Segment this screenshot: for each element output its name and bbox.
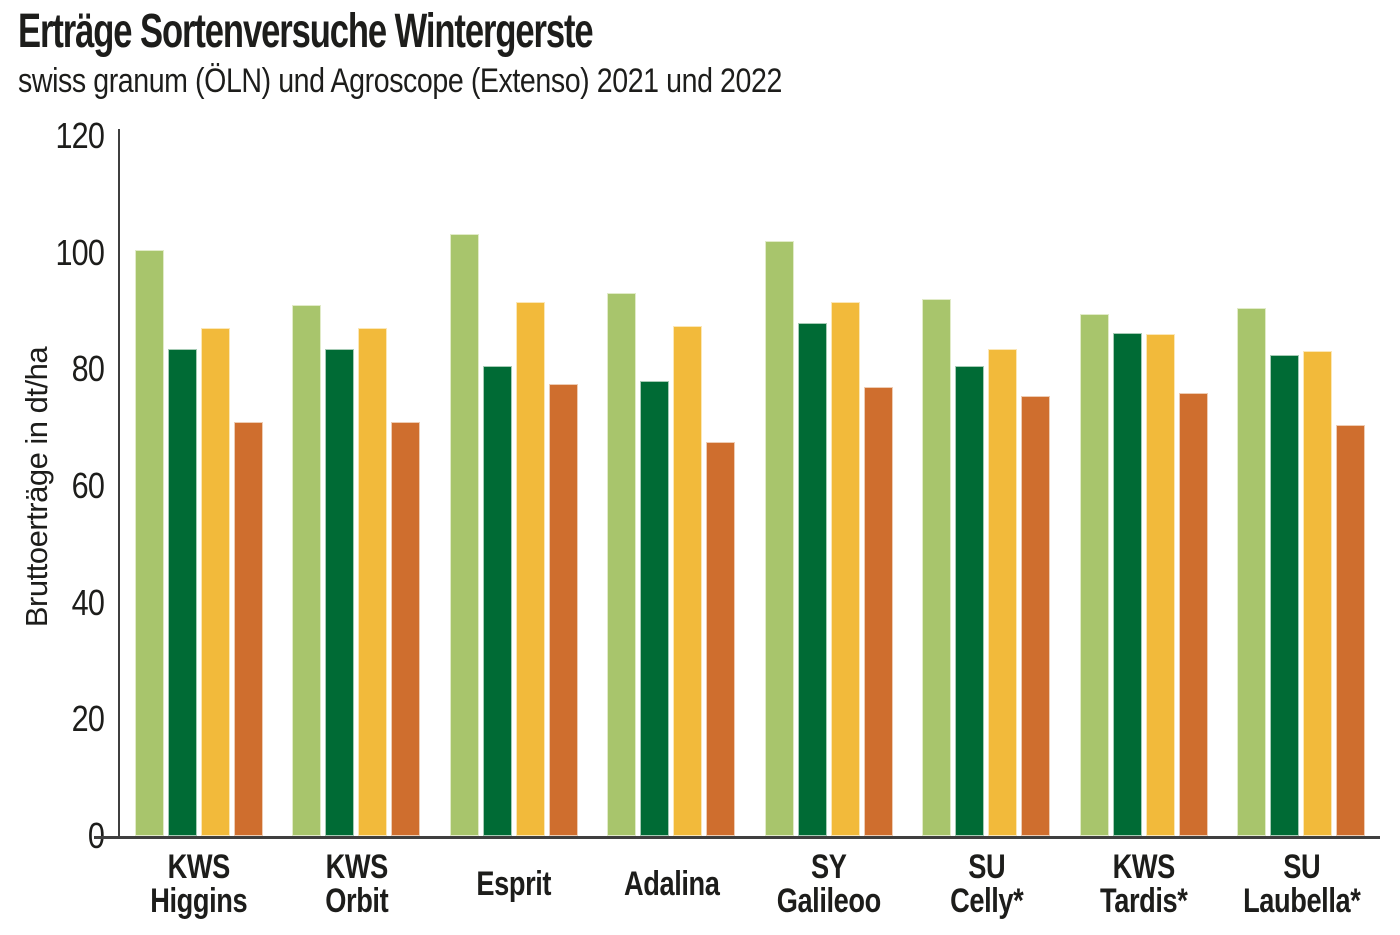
x-axis-label-line: Galileoo	[776, 882, 882, 920]
x-axis-label-line: SU	[1282, 848, 1320, 886]
bar-series-4-orange	[548, 384, 578, 836]
bar-group	[908, 136, 1066, 836]
y-tick-label: 20	[71, 698, 105, 740]
bar-series-3-yellow	[515, 302, 545, 836]
x-axis-label-line: Laubella*	[1242, 882, 1361, 920]
y-axis-tick-labels: 0 20 40 60 80 100 120	[0, 118, 105, 854]
bar-series-3-yellow	[830, 302, 860, 836]
bar-group	[278, 136, 436, 836]
bar-group	[1065, 136, 1223, 836]
bar-series-1-light-green	[922, 299, 952, 836]
bar-series-1-light-green	[292, 305, 322, 836]
x-axis-label: Adalina	[608, 844, 734, 924]
x-axis-label: Esprit	[451, 844, 577, 924]
y-tick-label: 100	[55, 231, 104, 273]
bar-series-3-yellow	[358, 328, 388, 836]
bar-series-2-dark-green	[640, 381, 670, 836]
bar-series-3-yellow	[1303, 351, 1333, 836]
y-tick-label: 120	[55, 115, 104, 156]
bar-series-1-light-green	[607, 293, 637, 836]
bar-group	[435, 136, 593, 836]
y-tick-label: 0	[16, 818, 105, 854]
x-axis-label-line: Adalina	[623, 865, 720, 903]
x-axis-label: KWS Orbit	[293, 844, 419, 924]
bar-group	[750, 136, 908, 836]
y-axis-line	[118, 129, 120, 836]
bar-series-3-yellow	[1145, 334, 1175, 836]
bar-series-1-light-green	[134, 250, 164, 836]
chart-title: Erträge Sortenversuche Wintergerste	[18, 5, 594, 58]
chart-subtitle: swiss granum (ÖLN) und Agroscope (Extens…	[18, 62, 782, 100]
y-tick-label: 80	[71, 348, 105, 390]
x-axis-label-line: KWS	[1112, 848, 1176, 886]
x-axis-label-line: Tardis*	[1100, 882, 1188, 920]
bar-series-3-yellow	[200, 328, 230, 836]
bar-series-3-yellow	[988, 349, 1018, 836]
bar-series-4-orange	[1021, 396, 1051, 836]
bar-series-4-orange	[706, 442, 736, 836]
x-axis-label: SU Celly*	[923, 844, 1049, 924]
bar-series-4-orange	[1336, 425, 1366, 836]
bar-series-1-light-green	[449, 234, 479, 836]
bar-series-3-yellow	[673, 326, 703, 836]
bar-series-2-dark-green	[1270, 355, 1300, 836]
bar-series-2-dark-green	[1112, 333, 1142, 836]
y-tick-label: 60	[71, 465, 105, 506]
bar-series-4-orange	[391, 422, 421, 836]
x-axis-label-line: KWS	[167, 848, 231, 886]
x-axis-label-line: Celly*	[949, 882, 1024, 920]
x-axis-label-line: Orbit	[324, 882, 388, 920]
bar-group	[593, 136, 751, 836]
x-axis-label: SY Galileoo	[766, 844, 892, 924]
bar-group	[1223, 136, 1381, 836]
x-axis-label-line: Higgins	[150, 882, 248, 920]
x-axis-line	[94, 836, 1380, 839]
bar-series-2-dark-green	[955, 366, 985, 836]
bar-series-1-light-green	[1079, 314, 1109, 836]
x-axis-label-line: SY	[811, 848, 847, 886]
x-axis-labels: KWS Higgins KWS Orbit Esprit Adalina SY Galileo…	[120, 844, 1380, 924]
bar-group	[120, 136, 278, 836]
plot-area	[94, 129, 1381, 839]
bar-series-1-light-green	[764, 241, 794, 836]
x-axis-label: KWS Tardis*	[1081, 844, 1207, 924]
bar-series-4-orange	[863, 387, 893, 836]
x-axis-label-line: SU	[967, 848, 1005, 886]
bar-series-2-dark-green	[325, 349, 355, 836]
bar-series-4-orange	[233, 422, 263, 836]
y-tick-label: 40	[71, 581, 105, 623]
bar-series-4-orange	[1178, 393, 1208, 836]
x-axis-label: SU Laubella*	[1238, 844, 1364, 924]
bar-series-1-light-green	[1237, 308, 1267, 836]
x-axis-label: KWS Higgins	[136, 844, 262, 924]
bar-series-2-dark-green	[167, 349, 197, 836]
x-axis-label-line: Esprit	[476, 865, 552, 903]
x-axis-label-line: KWS	[325, 848, 388, 886]
bar-series-2-dark-green	[797, 323, 827, 836]
bar-series-2-dark-green	[482, 366, 512, 836]
